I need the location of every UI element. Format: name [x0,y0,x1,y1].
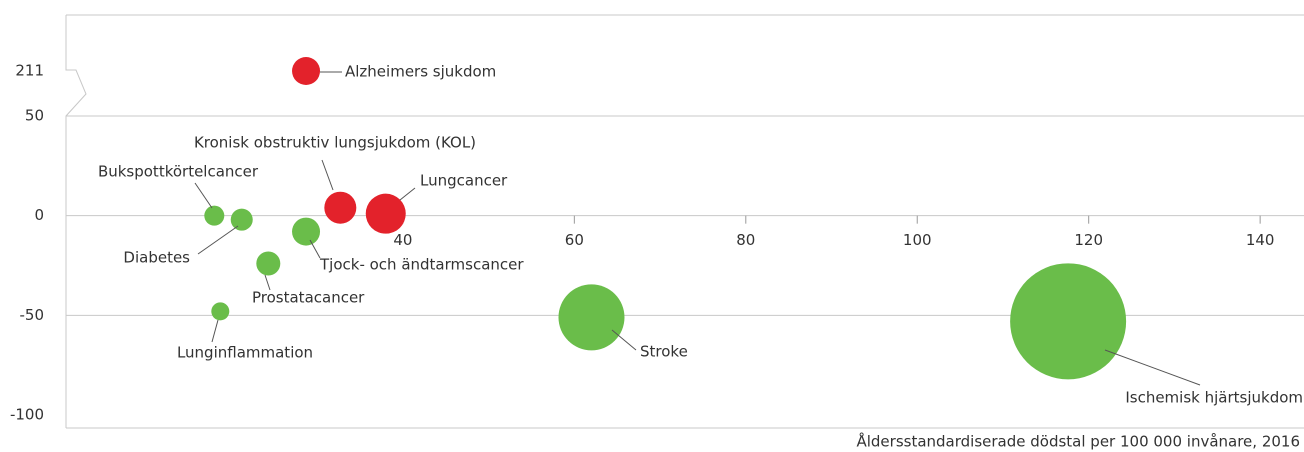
bubble-label: Ischemisk hjärtsjukdom [1125,389,1303,407]
y-tick-label: -100 [10,406,44,424]
bubble [558,284,625,351]
bubble [204,205,225,226]
bubble [1010,263,1127,380]
leader-line [611,329,637,351]
bubble-label: Diabetes [123,249,190,267]
leader-line [211,319,219,343]
bubble [292,57,321,85]
bubble-label: Prostatacancer [252,289,365,307]
y-tick-label: 50 [25,107,44,125]
x-tick-label: 120 [1074,231,1103,249]
leader-line [194,182,213,209]
x-tick-label: 60 [565,231,584,249]
x-tick-label: 80 [736,231,755,249]
x-tick-label: 100 [903,231,932,249]
y-tick-label: 0 [34,206,44,224]
bubble-label: Tjock- och ändtarmscancer [319,256,524,274]
bubble-label: Bukspottkörtelcancer [98,163,259,181]
x-tick-label: 40 [393,231,412,249]
leader-line [399,187,416,201]
bubble-label: Alzheimers sjukdom [345,63,496,81]
bubble-label: Kronisk obstruktiv lungsjukdom (KOL) [194,134,476,152]
bubble [365,193,406,234]
bubble-label: Stroke [640,343,688,361]
leader-line [197,225,239,255]
bubble-label: Lunginflammation [177,344,313,362]
leader-line [1104,349,1201,386]
bubble [211,302,230,321]
bubble-label: Lungcancer [420,172,508,190]
leader-line [309,239,321,259]
x-tick-label: 140 [1246,231,1275,249]
bubble [230,208,253,231]
y-tick-label: 211 [15,62,44,80]
bubble [324,191,357,224]
bubble [292,217,321,246]
leader-line [321,159,334,191]
leader-line [264,274,271,291]
y-axis-break [65,15,87,428]
x-axis-label: Åldersstandardiserade dödstal per 100 00… [856,432,1300,451]
bubble [256,251,281,276]
y-tick-label: -50 [20,306,45,324]
